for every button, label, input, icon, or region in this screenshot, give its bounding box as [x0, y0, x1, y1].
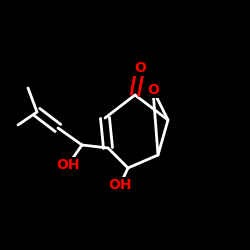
Text: OH: OH	[108, 178, 132, 192]
Text: OH: OH	[56, 158, 80, 172]
Text: O: O	[134, 61, 146, 75]
Text: O: O	[147, 83, 159, 97]
